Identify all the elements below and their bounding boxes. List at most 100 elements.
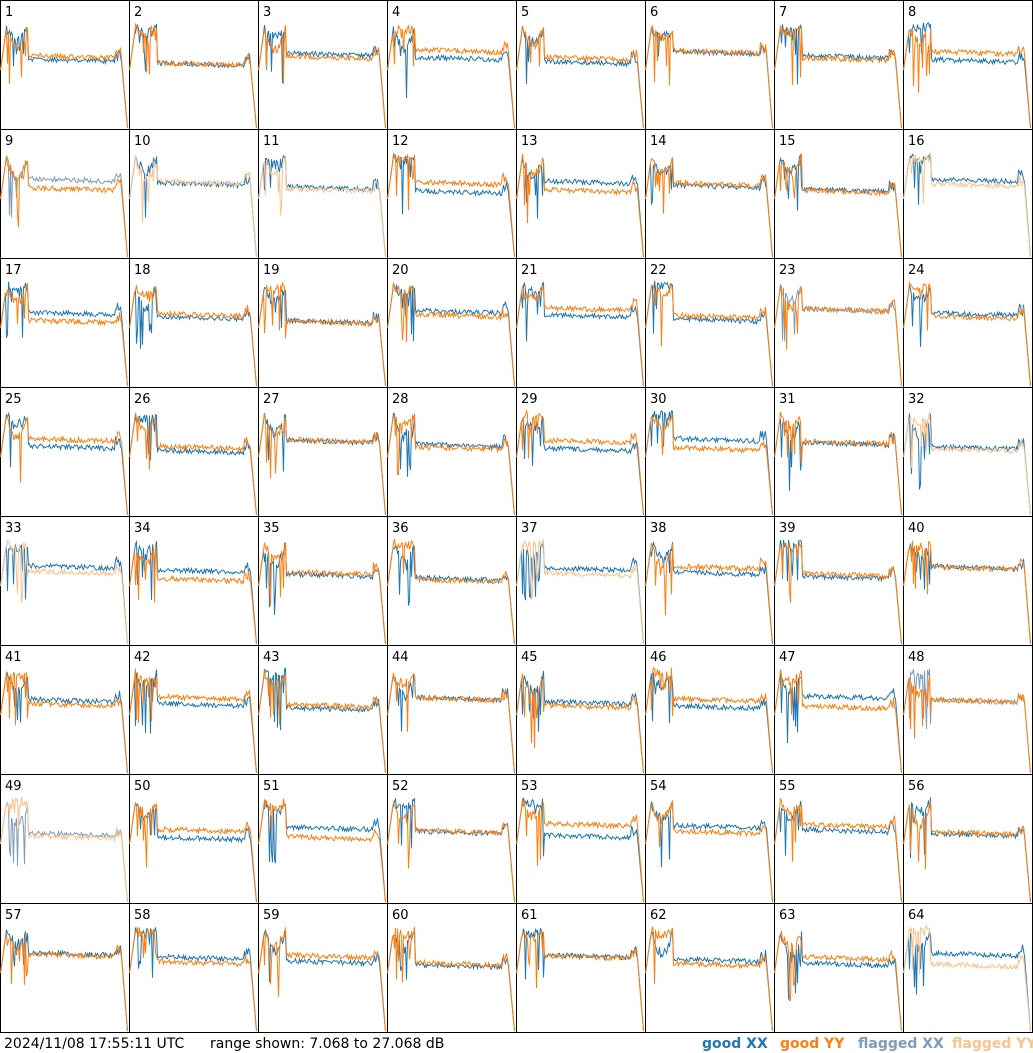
yy-spectrum (516, 539, 644, 645)
panel: 29 (516, 387, 646, 517)
panel: 17 (0, 258, 130, 388)
yy-spectrum (387, 413, 515, 516)
panel: 15 (774, 129, 904, 259)
yy-spectrum (0, 933, 128, 1032)
panel-label: 14 (650, 134, 667, 149)
panel-label: 57 (5, 908, 22, 923)
yy-spectrum (258, 542, 386, 645)
yy-spectrum (129, 668, 257, 774)
panel-frame (0, 0, 130, 130)
panel-label: 46 (650, 650, 667, 665)
yy-spectrum (645, 157, 773, 258)
panel-label: 20 (392, 263, 409, 278)
panel-label: 7 (779, 5, 787, 20)
yy-spectrum (516, 409, 644, 516)
panel: 20 (387, 258, 517, 388)
xx-spectrum (387, 543, 515, 645)
yy-spectrum (387, 538, 515, 645)
yy-spectrum (258, 282, 386, 387)
panel-label: 8 (908, 5, 916, 20)
xx-spectrum (645, 158, 773, 258)
panel-label: 33 (5, 521, 22, 536)
xx-spectrum (516, 670, 644, 774)
xx-spectrum (258, 25, 386, 129)
yy-spectrum (903, 28, 1031, 129)
yy-spectrum (387, 801, 515, 903)
panel: 16 (903, 129, 1033, 259)
yy-spectrum (387, 24, 515, 129)
xx-spectrum (774, 24, 902, 129)
xx-spectrum (774, 539, 902, 645)
panel-label: 17 (5, 263, 22, 278)
yy-spectrum (774, 930, 902, 1032)
xx-spectrum (129, 927, 257, 1032)
panel-label: 39 (779, 521, 796, 536)
panel-frame (774, 0, 904, 130)
xx-spectrum (129, 540, 257, 645)
xx-spectrum (903, 413, 1031, 516)
xx-spectrum (387, 412, 515, 516)
yy-spectrum (903, 280, 1031, 387)
panel-label: 53 (521, 779, 538, 794)
yy-spectrum (0, 796, 128, 903)
yy-spectrum (903, 152, 1031, 258)
panel: 14 (645, 129, 775, 259)
range-text: range shown: 7.068 to 27.068 dB (210, 1036, 444, 1052)
panel: 52 (387, 774, 517, 904)
xx-spectrum (0, 25, 128, 129)
panel: 11 (258, 129, 388, 259)
panel-label: 19 (263, 263, 280, 278)
yy-spectrum (129, 285, 257, 387)
panel-label: 49 (5, 779, 22, 794)
panel-label: 32 (908, 392, 925, 407)
panel-label: 4 (392, 5, 400, 20)
panel: 46 (645, 645, 775, 775)
yy-spectrum (516, 153, 644, 258)
xx-spectrum (387, 797, 515, 903)
xx-spectrum (0, 156, 128, 258)
panel-label: 2 (134, 5, 142, 20)
xx-spectrum (129, 413, 257, 516)
panel: 36 (387, 516, 517, 646)
panel-label: 28 (392, 392, 409, 407)
xx-spectrum (516, 281, 644, 387)
panel: 63 (774, 903, 904, 1033)
panel: 43 (258, 645, 388, 775)
panel-label: 61 (521, 908, 538, 923)
panel-frame (645, 0, 775, 130)
xx-spectrum (903, 797, 1031, 903)
panel-label: 37 (521, 521, 538, 536)
panel: 28 (387, 387, 517, 517)
yy-spectrum (903, 675, 1031, 774)
panel: 42 (129, 645, 259, 775)
panel: 60 (387, 903, 517, 1033)
panel: 48 (903, 645, 1033, 775)
legend-entry: flagged XX (858, 1036, 944, 1052)
panel: 49 (0, 774, 130, 904)
yy-spectrum (645, 800, 773, 903)
yy-spectrum (645, 667, 773, 774)
yy-spectrum (903, 924, 1031, 1032)
xx-spectrum (0, 671, 128, 774)
panel: 56 (903, 774, 1033, 904)
panel-label: 38 (650, 521, 667, 536)
xx-spectrum (129, 802, 257, 903)
yy-spectrum (258, 156, 386, 258)
panel: 8 (903, 0, 1033, 130)
xx-spectrum (645, 280, 773, 387)
xx-spectrum (387, 283, 515, 387)
panel: 39 (774, 516, 904, 646)
yy-spectrum (774, 542, 902, 645)
xx-spectrum (258, 667, 386, 774)
xx-spectrum (774, 153, 902, 258)
panel-label: 1 (5, 5, 13, 20)
yy-spectrum (645, 542, 773, 645)
panel: 10 (129, 129, 259, 259)
yy-spectrum (516, 285, 644, 387)
panel-label: 9 (5, 134, 13, 149)
panel-label: 62 (650, 908, 667, 923)
xx-spectrum (387, 152, 515, 258)
panel-label: 51 (263, 779, 280, 794)
panel: 38 (645, 516, 775, 646)
